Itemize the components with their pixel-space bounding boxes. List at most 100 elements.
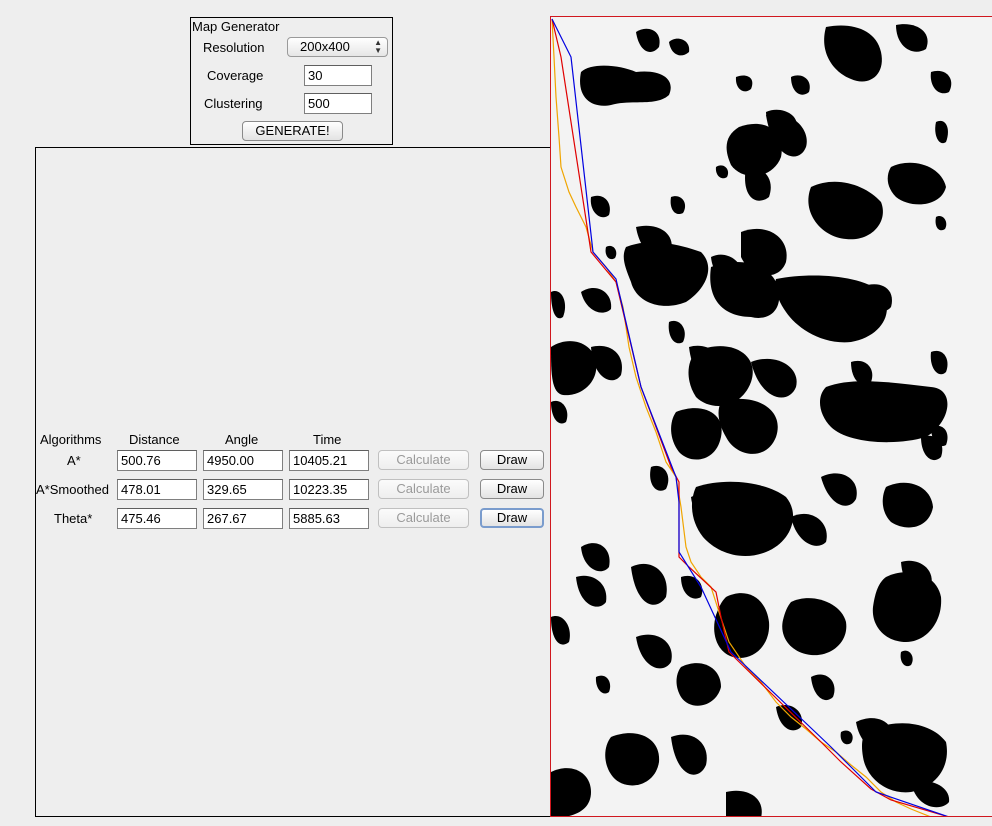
obstacle bbox=[775, 275, 887, 343]
obstacle bbox=[591, 345, 622, 381]
header-time: Time bbox=[313, 432, 342, 447]
obstacle bbox=[650, 465, 669, 491]
coverage-input[interactable]: 30 bbox=[304, 65, 372, 86]
obstacle bbox=[935, 120, 948, 144]
resolution-value: 200x400 bbox=[300, 39, 350, 54]
obstacle bbox=[808, 181, 883, 240]
header-distance: Distance bbox=[129, 432, 180, 447]
obstacle bbox=[840, 730, 853, 745]
astar-time-field[interactable]: 10405.21 bbox=[289, 450, 369, 471]
obstacle bbox=[921, 435, 943, 461]
theta-calculate-button[interactable]: Calculate bbox=[378, 508, 469, 528]
clustering-label: Clustering bbox=[204, 96, 263, 111]
obstacle bbox=[930, 350, 948, 375]
row-label-astar-smoothed: A*Smoothed bbox=[36, 482, 109, 497]
obstacle bbox=[882, 482, 933, 528]
obstacle bbox=[671, 734, 707, 775]
obstacle bbox=[688, 346, 753, 406]
obstacle bbox=[710, 262, 780, 318]
obstacle bbox=[605, 733, 660, 786]
generate-button[interactable]: GENERATE! bbox=[242, 121, 343, 141]
obstacle bbox=[887, 162, 946, 205]
astar-path bbox=[551, 18, 931, 816]
row-label-astar: A* bbox=[67, 453, 81, 468]
obstacle bbox=[930, 70, 952, 94]
obstacle bbox=[896, 24, 928, 52]
coverage-label: Coverage bbox=[207, 68, 264, 83]
obstacle bbox=[782, 598, 847, 656]
obstacle bbox=[669, 38, 690, 56]
obstacle bbox=[671, 408, 722, 460]
obstacle bbox=[745, 166, 771, 201]
obstacle bbox=[676, 663, 721, 706]
row-label-theta: Theta* bbox=[54, 511, 93, 526]
theta-angle-field[interactable]: 267.67 bbox=[203, 508, 283, 529]
obstacle bbox=[691, 481, 794, 557]
theta-path bbox=[551, 18, 948, 816]
obstacle bbox=[551, 341, 597, 396]
obstacle bbox=[751, 358, 797, 398]
select-arrows-icon: ▲ ▼ bbox=[374, 38, 382, 55]
generator-title: Map Generator bbox=[192, 19, 280, 34]
obstacle bbox=[551, 616, 570, 645]
obstacle bbox=[623, 242, 709, 306]
resolution-label: Resolution bbox=[203, 40, 265, 55]
astar-distance-field[interactable]: 500.76 bbox=[117, 450, 197, 471]
theta-draw-button[interactable]: Draw bbox=[480, 508, 544, 528]
resolution-select[interactable]: 200x400 ▲ ▼ bbox=[287, 37, 388, 57]
obstacle bbox=[900, 650, 913, 667]
obstacle bbox=[576, 575, 607, 607]
obstacle bbox=[551, 768, 591, 816]
map-generator-panel: Map Generator Resolution 200x400 ▲ ▼ Cove… bbox=[190, 17, 393, 145]
obstacle bbox=[811, 674, 835, 701]
obstacle bbox=[605, 245, 617, 260]
obstacle bbox=[821, 473, 857, 506]
astar-angle-field[interactable]: 4950.00 bbox=[203, 450, 283, 471]
algorithms-panel: Algorithms Distance Angle Time A* 500.76… bbox=[35, 147, 551, 817]
theta-time-field[interactable]: 5885.63 bbox=[289, 508, 369, 529]
obstacle bbox=[819, 381, 948, 443]
obstacle bbox=[935, 216, 947, 231]
map-canvas[interactable] bbox=[550, 16, 992, 817]
astar-smoothed-draw-button[interactable]: Draw bbox=[480, 479, 544, 499]
obstacle bbox=[636, 28, 660, 52]
obstacle bbox=[670, 196, 686, 215]
obstacle bbox=[851, 360, 873, 385]
map-svg bbox=[551, 18, 952, 816]
obstacle bbox=[681, 575, 703, 599]
obstacle bbox=[862, 723, 947, 793]
header-algorithms: Algorithms bbox=[40, 432, 102, 447]
obstacle bbox=[791, 513, 827, 546]
obstacle bbox=[715, 165, 729, 179]
astar-calculate-button[interactable]: Calculate bbox=[378, 450, 469, 470]
astar-smoothed-time-field[interactable]: 10223.35 bbox=[289, 479, 369, 500]
obstacle bbox=[714, 593, 770, 658]
obstacle bbox=[581, 288, 612, 313]
obstacles bbox=[551, 24, 952, 816]
astar-smoothed-distance-field[interactable]: 478.01 bbox=[117, 479, 197, 500]
obstacle bbox=[551, 291, 566, 319]
obstacle bbox=[668, 320, 685, 344]
obstacle bbox=[726, 123, 782, 176]
obstacle bbox=[726, 790, 762, 816]
obstacle bbox=[791, 75, 810, 95]
obstacle bbox=[911, 780, 950, 808]
astar-smoothed-calculate-button[interactable]: Calculate bbox=[378, 479, 469, 499]
obstacle bbox=[590, 195, 610, 218]
obstacle bbox=[824, 25, 882, 82]
obstacle bbox=[872, 572, 942, 642]
paths bbox=[551, 18, 948, 816]
header-angle: Angle bbox=[225, 432, 259, 447]
obstacle bbox=[718, 398, 778, 454]
obstacle bbox=[776, 704, 802, 731]
obstacle bbox=[735, 75, 753, 92]
obstacle bbox=[636, 634, 672, 669]
astar-draw-button[interactable]: Draw bbox=[480, 450, 544, 470]
obstacle bbox=[551, 400, 568, 424]
obstacle bbox=[741, 228, 787, 276]
obstacle bbox=[580, 65, 671, 106]
theta-distance-field[interactable]: 475.46 bbox=[117, 508, 197, 529]
astar-smoothed-angle-field[interactable]: 329.65 bbox=[203, 479, 283, 500]
obstacle bbox=[861, 284, 892, 312]
clustering-input[interactable]: 500 bbox=[304, 93, 372, 114]
